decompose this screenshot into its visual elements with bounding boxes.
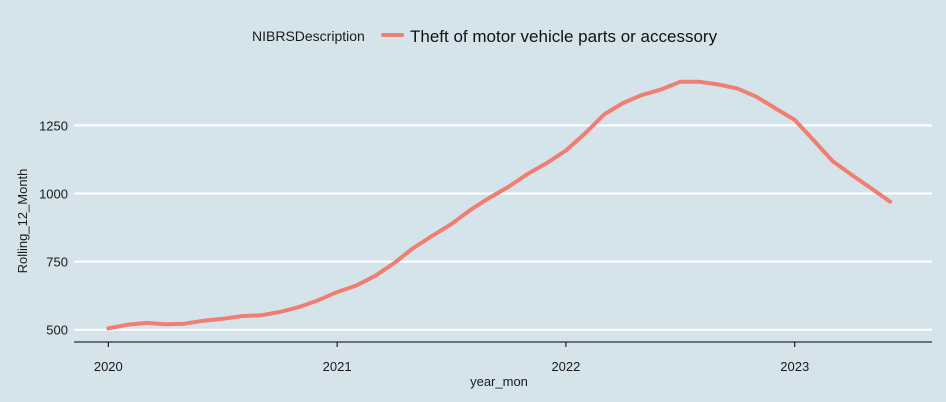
- x-axis-title: year_mon: [470, 374, 528, 389]
- legend-title: NIBRSDescription: [252, 28, 365, 44]
- y-tick-label-1000: 1000: [39, 187, 68, 202]
- series-layer: [106, 79, 893, 331]
- y-tick-label-750: 750: [46, 255, 68, 270]
- x-tick-label-2022: 2022: [551, 359, 580, 374]
- grid-layer: [74, 124, 932, 331]
- y-axis-title: Rolling_12_Month: [15, 169, 30, 274]
- legend-entry-label: Theft of motor vehicle parts or accessor…: [410, 27, 718, 46]
- x-ticks: 2020 2021 2022 2023: [94, 342, 809, 374]
- x-tick-label-2023: 2023: [780, 359, 809, 374]
- x-tick-label-2020: 2020: [94, 359, 123, 374]
- series-line-0: [106, 79, 893, 331]
- x-tick-label-2021: 2021: [323, 359, 352, 374]
- legend: NIBRSDescription Theft of motor vehicle …: [252, 27, 718, 46]
- y-tick-label-500: 500: [46, 323, 68, 338]
- y-tick-label-1250: 1250: [39, 118, 68, 133]
- y-ticks: 500 750 1000 1250: [39, 118, 68, 337]
